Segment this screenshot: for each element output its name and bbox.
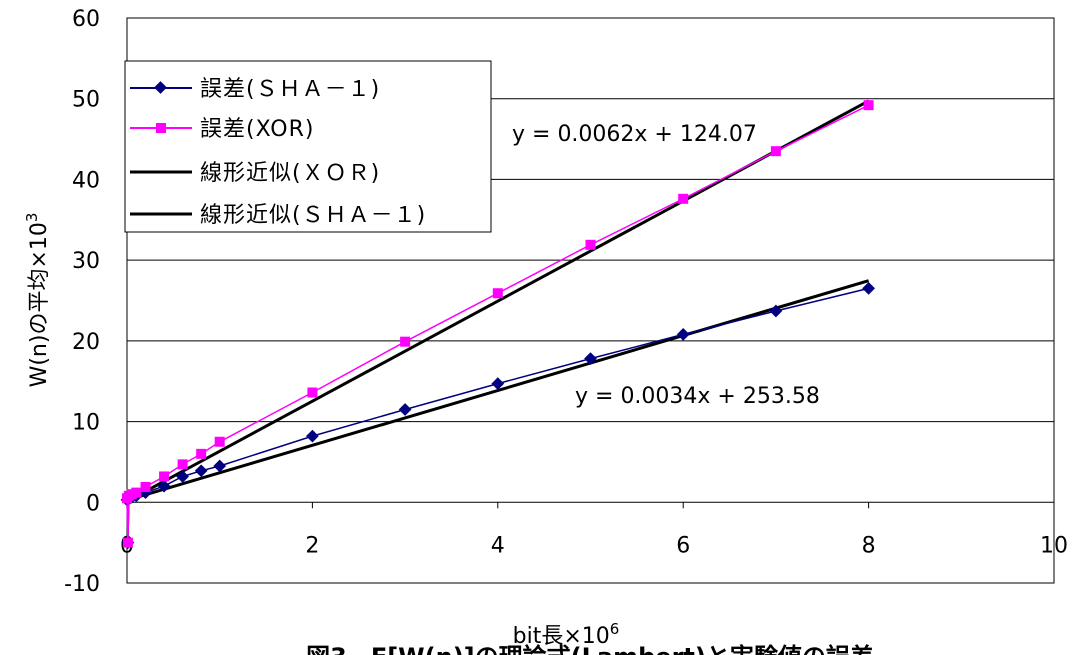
data-point-xor	[492, 288, 503, 299]
legend: 誤差(ＳＨＡ－１) 誤差(XOR) 線形近似(ＸＯＲ) 線形近似(ＳＨＡ－１)	[124, 60, 492, 233]
data-point-xor	[177, 459, 188, 470]
y-axis-label: W(n)の平均×10	[27, 222, 52, 387]
y-tick-label: 60	[72, 7, 100, 32]
axes	[126, 17, 1055, 584]
x-tick-label: 2	[305, 533, 319, 558]
data-point-xor	[196, 448, 207, 459]
legend-box	[124, 60, 492, 233]
x-tick-label: 6	[676, 533, 690, 558]
data-point-xor	[770, 146, 781, 157]
data-point-xor	[678, 193, 689, 204]
x-axis-label-exponent: 6	[610, 620, 620, 638]
data-point-xor	[400, 336, 411, 347]
data-point-xor	[307, 387, 318, 398]
y-tick-label: 40	[72, 168, 100, 193]
y-tick-label: 0	[86, 491, 100, 516]
data-point-xor	[131, 487, 142, 498]
y-tick-label: 10	[72, 411, 100, 436]
legend-label-xor: 誤差(XOR)	[200, 117, 314, 142]
series-group	[120, 99, 875, 550]
y-axis-title: W(n)の平均×103	[23, 213, 52, 388]
annotation-sha1-fit: y = 0.0034x + 253.58	[575, 384, 820, 409]
y-axis-label-exponent: 3	[23, 213, 41, 223]
x-tick-label: 8	[862, 533, 876, 558]
legend-marker-xor	[156, 123, 166, 133]
data-point-xor	[122, 537, 133, 548]
data-point-sha1	[491, 377, 505, 390]
x-axis-label: bit長×10	[513, 624, 610, 649]
data-point-sha1	[176, 470, 189, 483]
legend-marker-sha1	[154, 81, 167, 94]
legend-label-sha1: 誤差(ＳＨＡ－１)	[200, 77, 380, 102]
x-tick-label: 4	[491, 533, 505, 558]
trendline	[126, 279, 870, 502]
data-point-xor	[214, 436, 225, 447]
data-point-sha1	[306, 429, 319, 443]
data-point-sha1	[398, 403, 412, 416]
data-point-xor	[159, 471, 170, 482]
data-point-sha1	[213, 459, 227, 473]
legend-label-fit-xor: 線形近似(ＸＯＲ)	[200, 161, 380, 186]
legend-label-fit-sha1: 線形近似(ＳＨＡ－１)	[200, 203, 426, 228]
data-point-sha1	[194, 464, 208, 478]
plot-border	[126, 17, 1055, 584]
x-tick-label: 10	[1040, 533, 1068, 558]
y-tick-label: -10	[64, 572, 100, 597]
data-point-xor	[140, 481, 151, 492]
data-point-sha1	[157, 479, 171, 493]
data-point-xor	[585, 239, 596, 250]
y-tick-label: 50	[72, 88, 100, 113]
y-tick-label: 30	[72, 249, 100, 274]
y-tick-label: 20	[72, 330, 100, 355]
data-point-xor	[863, 100, 874, 111]
svg-text:W(n)の平均×103: W(n)の平均×103	[23, 213, 52, 388]
x-axis-title: bit長×106	[513, 620, 620, 649]
y-tick-labels: 60 50 40 30 20 10 0 -10	[64, 7, 100, 597]
annotation-xor-fit: y = 0.0062x + 124.07	[512, 122, 757, 147]
figure-caption: 図3 E[W(n)]の理論式(Lambert)と実験値の誤差	[306, 643, 874, 655]
